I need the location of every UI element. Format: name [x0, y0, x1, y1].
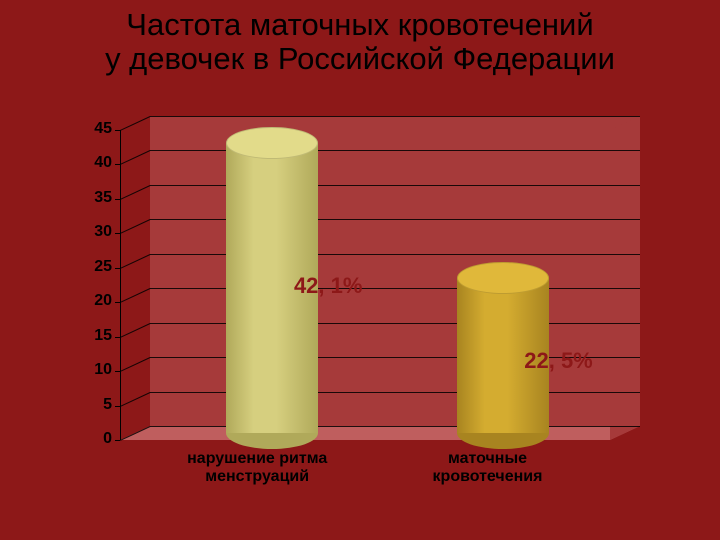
- category-label-line: менструаций: [205, 468, 309, 485]
- bar-chart: 05101520253035404542, 1%нарушение ритмам…: [60, 120, 660, 520]
- gridline: [150, 116, 640, 117]
- chart-back-wall: [150, 116, 640, 426]
- category-label-line: маточные: [448, 450, 527, 467]
- slide: Частота маточных кровотечений у девочек …: [0, 0, 720, 540]
- y-tick-label: 40: [74, 154, 112, 172]
- gridline-depth: [120, 323, 150, 338]
- gridline-depth: [120, 219, 150, 234]
- chart-floor: [120, 426, 640, 440]
- y-tick-label: 10: [74, 361, 112, 379]
- gridline-depth: [120, 392, 150, 407]
- category-label: нарушение ритмаменструаций: [147, 450, 367, 487]
- y-tick-label: 0: [74, 430, 112, 448]
- y-tick-label: 15: [74, 327, 112, 345]
- category-label: маточныекровотечения: [378, 450, 598, 487]
- gridline: [150, 426, 640, 427]
- bar-value-label: 42, 1%: [258, 273, 398, 299]
- y-tick-label: 35: [74, 189, 112, 207]
- gridline-depth: [120, 116, 150, 131]
- bar-value-label: 22, 5%: [489, 348, 629, 374]
- y-tick-label: 45: [74, 120, 112, 138]
- y-tick-label: 5: [74, 396, 112, 414]
- category-label-line: нарушение ритма: [187, 450, 327, 467]
- gridline-depth: [120, 357, 150, 372]
- gridline-depth: [120, 254, 150, 269]
- y-tick: [115, 440, 120, 441]
- y-tick-label: 20: [74, 292, 112, 310]
- bar-top-cap: [457, 262, 549, 294]
- gridline: [150, 150, 640, 151]
- y-tick-label: 25: [74, 258, 112, 276]
- category-label-line: кровотечения: [433, 468, 543, 485]
- gridline-depth: [120, 185, 150, 200]
- y-tick-label: 30: [74, 223, 112, 241]
- bar-top-cap: [226, 127, 318, 159]
- gridline: [150, 323, 640, 324]
- gridline: [150, 392, 640, 393]
- y-axis-line: [120, 130, 121, 440]
- gridline: [150, 185, 640, 186]
- title-line2: у девочек в Российской Федерации: [105, 41, 615, 76]
- title-line1: Частота маточных кровотечений: [126, 7, 593, 42]
- gridline-depth: [120, 288, 150, 303]
- gridline-depth: [120, 150, 150, 165]
- gridline: [150, 254, 640, 255]
- gridline: [150, 219, 640, 220]
- slide-title: Частота маточных кровотечений у девочек …: [0, 0, 720, 76]
